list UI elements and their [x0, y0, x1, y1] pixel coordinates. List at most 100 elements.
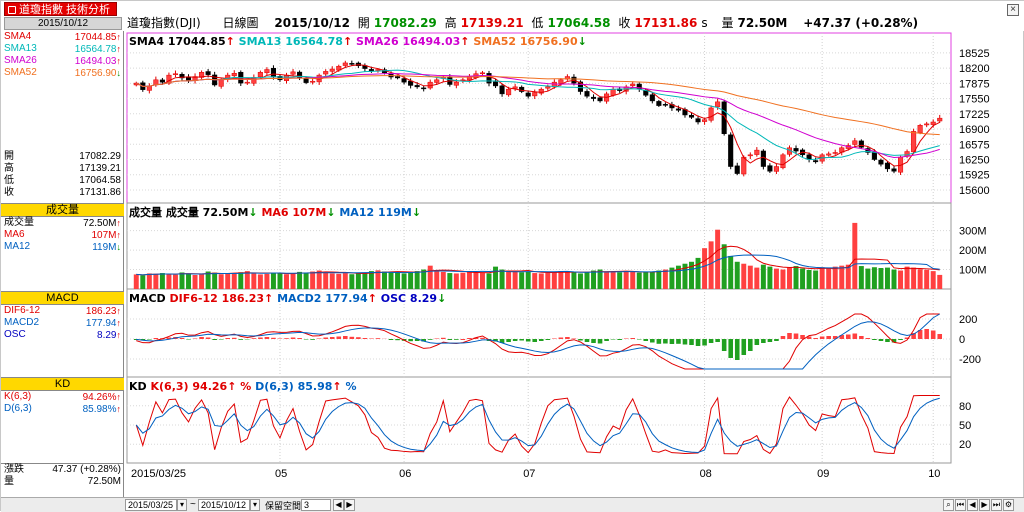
volume-bar	[865, 269, 870, 289]
macd-osc-bar	[467, 338, 472, 339]
close-window-icon[interactable]: ×	[1007, 4, 1019, 16]
macd-osc-bar	[787, 333, 792, 339]
candle-body	[892, 169, 897, 171]
kd-list: K(6,3)94.26%↑D(6,3)85.98%↑	[1, 391, 124, 415]
volume-bar	[356, 273, 361, 289]
start-date-field[interactable]: 2015/03/25	[125, 499, 177, 511]
macd-osc-bar	[572, 339, 577, 340]
price-tick-label: 18525	[959, 48, 990, 60]
arrow-down-icon: ↓	[248, 206, 257, 219]
prev-page-icon[interactable]: ◀	[967, 499, 978, 511]
volume-bar	[637, 273, 642, 289]
last-page-icon[interactable]: ⏭	[991, 499, 1002, 511]
arrow-up-icon: ↑	[117, 330, 122, 340]
macd-osc-bar	[330, 337, 335, 339]
macd-osc-bar	[702, 339, 707, 346]
volume-bar	[839, 266, 844, 289]
volume-bar	[153, 274, 158, 289]
volume-bar	[558, 271, 563, 289]
reserve-space-input[interactable]: 3	[301, 499, 331, 511]
zoom-icon[interactable]: ⌕	[943, 499, 954, 511]
macd-osc-bar	[585, 339, 590, 342]
macd-osc-bar	[212, 339, 217, 340]
tab-technical-analysis[interactable]: 道瓊指數 技術分析	[4, 2, 117, 16]
candle-body	[206, 72, 211, 75]
volume-bar	[748, 266, 753, 289]
candle-body	[402, 79, 407, 83]
kd-label: K(6,3)	[4, 391, 31, 402]
candle-body	[258, 72, 263, 77]
arrow-down-icon: ↓	[117, 242, 122, 252]
macd-label: DIF6-12	[4, 305, 40, 316]
macd-label: MACD2	[4, 317, 39, 328]
macd-osc-bar	[565, 337, 570, 339]
start-date-text: 2015/03/25	[128, 500, 173, 510]
macd-osc-bar	[663, 339, 668, 344]
scroll-right-icon[interactable]: ▶	[344, 499, 355, 511]
next-page-icon[interactable]: ▶	[979, 499, 990, 511]
macd-osc-bar	[369, 339, 374, 340]
kd-row: K(6,3)94.26%↑	[1, 391, 124, 403]
macd-osc-bar	[774, 339, 779, 341]
close-value: 17131.86	[634, 16, 697, 30]
volume-bar	[702, 248, 707, 289]
candle-body	[160, 80, 165, 82]
scroll-left-icon[interactable]: ◀	[333, 499, 344, 511]
volume-bar	[271, 273, 276, 289]
macd-osc-bar	[389, 339, 394, 340]
arrow-up-icon: ↑	[117, 218, 122, 228]
arrow-up-icon: ↑	[332, 380, 341, 393]
start-date-dropdown-icon[interactable]: ▾	[177, 499, 187, 511]
kd-tick-label: 80	[959, 401, 971, 413]
macd-osc-bar	[193, 339, 198, 340]
macd-legend-item: DIF6-12 186.23	[166, 292, 264, 305]
macd-osc-bar	[683, 339, 688, 345]
macd-osc-bar	[591, 339, 596, 343]
candle-body	[696, 119, 701, 122]
macd-osc-bar	[350, 337, 355, 339]
arrow-up-icon: ↑	[117, 230, 122, 240]
macd-osc-bar	[513, 339, 518, 341]
ohlc-value: 17064.58	[79, 175, 121, 187]
quote-date: 2015/10/12	[274, 16, 350, 30]
chart-svg[interactable]: 1852518200178751755017225169001657516250…	[125, 31, 1024, 497]
open-label: 開	[358, 16, 370, 30]
price-tick-label: 17225	[959, 109, 990, 121]
arrow-up-icon: ↑	[117, 392, 122, 402]
candle-body	[657, 101, 662, 105]
macd-tick-label: 0	[959, 334, 965, 346]
settings-icon[interactable]: ⚙	[1003, 499, 1014, 511]
macd-osc-bar	[232, 338, 237, 339]
arrow-down-icon: ↓	[412, 206, 421, 219]
candle-body	[924, 124, 929, 125]
macd-osc-bar	[454, 339, 459, 340]
end-date-dropdown-icon[interactable]: ▾	[250, 499, 260, 511]
candle-body	[794, 148, 799, 151]
macd-osc-bar	[428, 339, 433, 340]
macd-osc-bar	[748, 339, 753, 351]
end-date-field[interactable]: 2015/10/12	[198, 499, 250, 511]
first-page-icon[interactable]: ⏮	[955, 499, 966, 511]
volume-bar	[304, 272, 309, 289]
price-tick-label: 18200	[959, 63, 990, 75]
volume-bar	[872, 267, 877, 289]
volume-bar	[225, 273, 230, 289]
sma4-line	[136, 65, 939, 166]
reserve-space-value: 3	[304, 500, 309, 510]
volume-bar	[277, 273, 282, 289]
candle-body	[271, 68, 276, 76]
macd-osc-bar	[866, 338, 871, 339]
volume-bar	[389, 272, 394, 289]
